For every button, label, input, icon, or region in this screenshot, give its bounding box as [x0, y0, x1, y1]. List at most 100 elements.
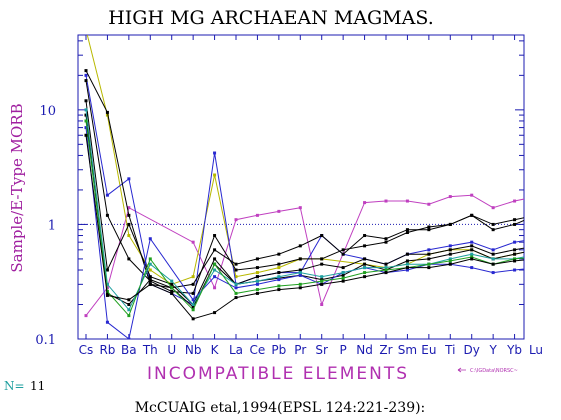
data-point [513, 222, 517, 226]
data-point [213, 151, 217, 155]
data-point [535, 253, 538, 256]
data-point [105, 110, 109, 114]
data-point [127, 303, 131, 307]
data-point [470, 257, 474, 261]
data-point [405, 228, 409, 232]
y-tick-label: 1 [48, 218, 56, 233]
data-point [85, 28, 88, 31]
data-point [148, 279, 152, 283]
data-point [213, 311, 217, 315]
x-tick-label: Nd [356, 343, 373, 357]
data-point [513, 240, 517, 244]
data-point [491, 222, 495, 226]
data-point [84, 69, 88, 73]
data-point [234, 268, 238, 272]
data-point [127, 257, 131, 261]
data-point [320, 275, 324, 279]
data-point [148, 257, 152, 261]
data-point [255, 271, 259, 275]
x-tick-label: K [211, 343, 220, 357]
x-tick-label: Ce [250, 343, 266, 357]
data-point [234, 296, 238, 300]
y-tick-label: 0.1 [35, 333, 56, 348]
n-label: N= [4, 379, 25, 393]
data-point [127, 206, 131, 210]
data-point [513, 248, 517, 252]
data-point [320, 303, 324, 307]
data-point [191, 308, 195, 312]
data-point [363, 201, 367, 205]
data-point [84, 108, 88, 112]
data-point [191, 282, 195, 286]
data-point [384, 237, 388, 241]
data-point [363, 244, 367, 248]
data-point [470, 255, 474, 259]
arrow-icon [457, 367, 466, 373]
data-point [513, 259, 517, 263]
data-point [105, 268, 109, 272]
data-point [191, 240, 195, 244]
data-point [213, 234, 217, 238]
data-point [491, 257, 495, 261]
x-tick-label: Cs [79, 343, 94, 357]
data-point [535, 244, 538, 247]
data-point [84, 99, 88, 103]
y-axis [78, 40, 524, 340]
series-line-3 [85, 75, 524, 306]
data-point [491, 262, 495, 266]
data-point [427, 225, 431, 229]
data-point [363, 234, 367, 238]
data-point [213, 248, 217, 252]
data-point [363, 262, 367, 266]
data-point [255, 291, 259, 295]
data-point [448, 259, 452, 263]
x-tick-label: Y [488, 343, 497, 357]
data-point [298, 271, 302, 275]
data-point [127, 234, 131, 238]
data-point [105, 113, 109, 117]
data-point [213, 173, 217, 177]
data-point [105, 320, 109, 324]
data-point [298, 282, 302, 286]
data-point [127, 337, 131, 339]
data-point [470, 248, 474, 252]
data-point [535, 266, 538, 269]
data-point [535, 248, 538, 251]
data-point [341, 248, 345, 252]
data-point [405, 266, 409, 270]
plot-border [77, 34, 525, 340]
series-line-5 [85, 80, 524, 294]
data-point [255, 288, 259, 292]
x-axis-label: INCOMPATIBLE ELEMENTS [147, 364, 409, 384]
data-point [277, 288, 281, 292]
x-tick-label: P [340, 343, 347, 357]
data-point [255, 213, 259, 217]
data-point [105, 282, 109, 286]
data-point [191, 275, 195, 279]
data-point [405, 199, 409, 203]
data-point [405, 252, 409, 256]
data-point [148, 268, 152, 272]
data-point [384, 262, 388, 266]
data-point [127, 314, 131, 318]
data-point [470, 252, 474, 256]
data-point [105, 289, 109, 293]
x-tick-label: Lu [529, 343, 543, 357]
data-point [320, 279, 324, 283]
data-point [148, 262, 152, 266]
x-tick-label: Th [142, 343, 158, 357]
data-point [277, 209, 281, 213]
data-point [448, 244, 452, 248]
data-point [234, 282, 238, 286]
data-point [105, 193, 109, 197]
data-point [105, 293, 109, 297]
data-point [170, 291, 174, 295]
data-point [535, 248, 538, 251]
data-point [341, 266, 345, 270]
data-point [470, 213, 474, 217]
data-point [448, 262, 452, 266]
data-point [491, 228, 495, 232]
data-point [148, 278, 152, 282]
data-point [320, 278, 324, 282]
